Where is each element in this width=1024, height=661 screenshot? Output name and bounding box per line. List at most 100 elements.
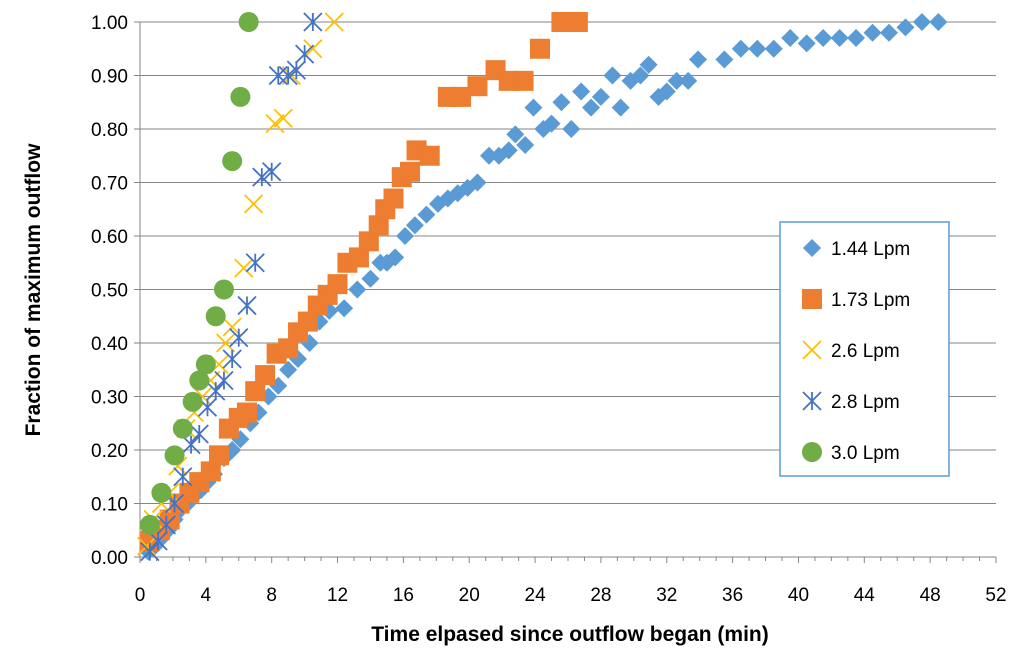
data-point <box>172 418 193 439</box>
data-point <box>847 29 866 48</box>
data-point <box>252 167 272 187</box>
tick-labels: 0.00 0.10 0.20 0.30 0.40 0.50 0.60 0.70 0.80 0.90… <box>91 13 1007 606</box>
data-point <box>286 60 307 80</box>
data-point <box>297 311 318 332</box>
data-point <box>582 98 601 117</box>
data-point <box>182 391 203 412</box>
data-point <box>657 82 676 101</box>
data-point <box>268 65 288 86</box>
data-point <box>213 279 234 300</box>
data-point <box>303 39 323 59</box>
y-tick-label: 0.30 <box>91 388 128 409</box>
data-point <box>358 231 379 252</box>
data-point <box>348 247 369 268</box>
y-tick-label: 1.00 <box>91 13 128 34</box>
series-1 <box>139 12 588 551</box>
data-point <box>814 29 833 48</box>
y-tick-label: 0.20 <box>91 441 128 462</box>
x-axis-title: Time elpased since outflow began (min) <box>371 623 769 646</box>
data-point <box>562 120 581 138</box>
data-point <box>667 71 686 90</box>
data-point <box>136 536 157 556</box>
y-tick-label: 0.40 <box>91 334 128 355</box>
data-point <box>245 253 265 273</box>
x-tick-label: 12 <box>327 585 348 606</box>
data-point <box>206 381 226 401</box>
data-point <box>294 44 315 64</box>
data-point <box>386 248 405 267</box>
data-point <box>479 146 498 165</box>
data-point <box>361 269 380 288</box>
data-point <box>797 34 816 53</box>
data-point <box>679 71 698 90</box>
data-point <box>451 86 471 107</box>
data-point <box>880 23 898 42</box>
data-point <box>715 50 734 69</box>
legend-box <box>779 221 950 477</box>
data-point <box>255 365 276 386</box>
data-point <box>278 338 299 359</box>
data-point <box>764 39 783 58</box>
y-tick-label: 0.90 <box>91 67 128 88</box>
data-point <box>639 55 658 74</box>
data-point <box>405 216 424 235</box>
data-point <box>222 151 243 172</box>
data-point <box>863 23 882 42</box>
data-point <box>195 354 216 375</box>
data-point <box>748 39 767 58</box>
legend-marker <box>802 442 822 462</box>
data-point <box>551 12 572 32</box>
data-point <box>552 93 571 112</box>
data-point <box>516 136 535 155</box>
data-point <box>327 274 348 295</box>
data-point <box>303 12 323 32</box>
x-tick-label: 24 <box>525 585 547 606</box>
data-point <box>209 445 230 466</box>
data-point <box>468 173 487 192</box>
data-point <box>506 125 525 144</box>
data-point <box>156 515 176 535</box>
axes <box>134 21 997 563</box>
legend-label: 3.0 Lpm <box>831 443 900 464</box>
y-tick-label: 0.10 <box>91 495 128 516</box>
data-point <box>245 381 266 402</box>
x-tick-label: 44 <box>854 585 876 606</box>
x-tick-label: 32 <box>656 585 677 606</box>
data-point <box>200 461 221 482</box>
data-point <box>572 82 591 101</box>
x-tick-label: 40 <box>788 585 809 606</box>
data-point <box>215 333 236 353</box>
data-point <box>243 194 264 214</box>
data-point <box>273 108 293 128</box>
data-point <box>139 514 160 535</box>
data-point <box>912 13 931 31</box>
data-point <box>164 445 185 466</box>
data-point <box>262 162 282 182</box>
legend-marker <box>802 391 822 411</box>
data-point <box>591 87 610 106</box>
series-3 <box>140 12 323 562</box>
y-tick-label: 0.70 <box>91 174 128 195</box>
data-point <box>399 161 420 182</box>
data-point <box>222 349 242 369</box>
legend-label: 1.73 Lpm <box>831 290 910 311</box>
data-point <box>513 70 534 91</box>
data-point <box>524 98 543 117</box>
data-point <box>151 482 172 503</box>
x-tick-label: 8 <box>266 585 277 606</box>
data-point <box>603 66 622 85</box>
data-point <box>229 328 249 348</box>
data-point <box>929 13 948 31</box>
data-point <box>230 86 251 107</box>
y-axis-title: Fraction of maximum outflow <box>22 143 45 437</box>
data-point <box>383 188 404 209</box>
data-point <box>189 370 210 391</box>
x-tick-label: 48 <box>920 585 941 606</box>
legend-label: 1.44 Lpm <box>831 239 910 260</box>
data-point <box>173 467 193 487</box>
data-point <box>467 76 488 97</box>
legend-label: 2.8 Lpm <box>831 392 900 413</box>
data-point <box>348 280 367 299</box>
data-point <box>611 98 630 117</box>
